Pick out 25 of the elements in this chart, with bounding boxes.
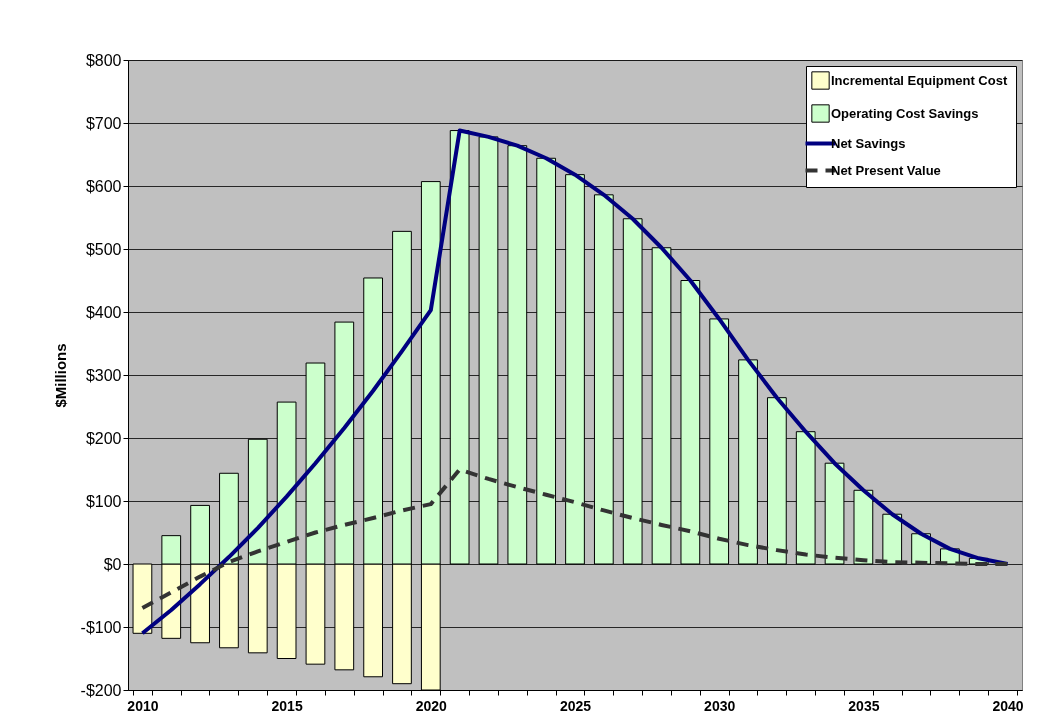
y-tick-label: $300 — [85, 366, 122, 384]
legend-label: Net Savings — [831, 135, 906, 151]
y-axis-title: $Millions — [51, 343, 69, 408]
legend-label: Operating Cost Savings — [831, 105, 979, 121]
y-tick-label: -$200 — [80, 681, 122, 699]
y-tick-label: $600 — [85, 177, 122, 195]
x-tick-label: 2035 — [848, 697, 880, 714]
x-tick-label: 2040 — [992, 697, 1024, 714]
y-tick-label: -$100 — [80, 618, 122, 636]
x-tick-label: 2010 — [127, 697, 159, 714]
x-tick-label: 2020 — [415, 697, 448, 714]
line-series — [140, 467, 1010, 611]
y-tick-label: $0 — [103, 555, 122, 573]
y-tick-label: $400 — [85, 303, 122, 321]
y-tick-label: $700 — [85, 114, 122, 132]
y-tick-label: $200 — [85, 429, 122, 447]
x-tick-label: 2025 — [559, 697, 592, 714]
x-tick-label: 2015 — [271, 697, 303, 714]
y-tick-label: $500 — [85, 240, 122, 258]
line-series — [140, 128, 1010, 636]
y-tick-label: $800 — [85, 51, 122, 69]
x-tick-label: 2030 — [704, 697, 736, 714]
legend-label: Incremental Equipment Cost — [831, 72, 1008, 88]
legend-label: Net Present Value — [831, 162, 941, 178]
y-tick-label: $100 — [85, 492, 122, 510]
